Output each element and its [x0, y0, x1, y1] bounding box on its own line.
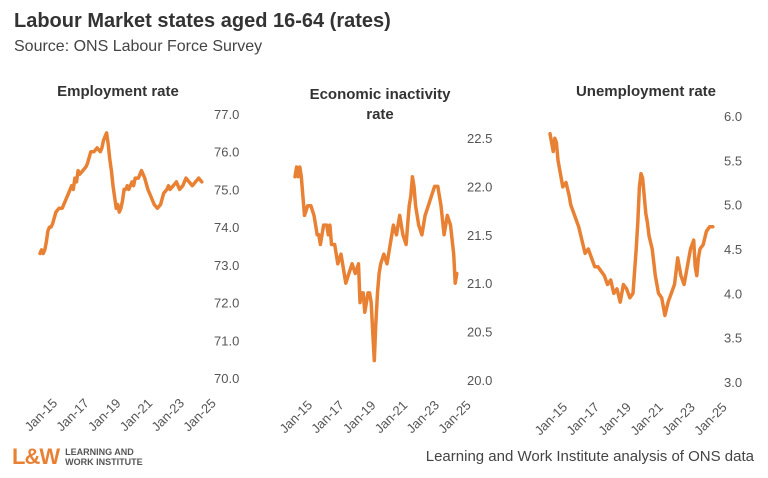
series-line: [38, 131, 204, 256]
chart-subtitle: Source: ONS Labour Force Survey: [14, 38, 263, 55]
panel-1: Employment rate 77.0 76.0 75.0 74.0 73.0 72.0 7…: [21, 83, 239, 434]
y-tick-label: 76.0: [214, 145, 239, 160]
panel-3: Unemployment rate 6.0 5.5 5.0 4.5 4.0 3.5 3.0 Ja…: [531, 83, 742, 438]
x-tick-label: Jan-23: [148, 395, 187, 434]
x-tick-label: Jan-21: [372, 397, 411, 436]
y-tick-label: 21.0: [467, 276, 492, 291]
y-tick-label: 5.5: [724, 153, 742, 168]
y-tick-label: 21.5: [467, 228, 492, 243]
y-tick-label: 5.0: [724, 198, 742, 213]
logo-text: LEARNING AND WORK INSTITUTE: [65, 447, 143, 467]
y-tick-label: 4.5: [724, 242, 742, 257]
source-credit: Learning and Work Institute analysis of …: [425, 448, 754, 465]
y-tick-label: 73.0: [214, 258, 239, 273]
x-tick-label: Jan-23: [659, 399, 698, 438]
x-tick-label: Jan-19: [340, 397, 379, 436]
x-tick-label: Jan-15: [276, 397, 315, 436]
panel-title: Unemployment rate: [576, 83, 716, 100]
series-line: [293, 165, 459, 363]
y-tick-label: 75.0: [214, 182, 239, 197]
x-tick-label: Jan-25: [435, 397, 474, 436]
panel-title: Economic inactivity: [310, 86, 452, 103]
y-tick-label: 3.0: [724, 375, 742, 390]
y-tick-label: 71.0: [214, 333, 239, 348]
x-tick-label: Jan-15: [21, 395, 60, 434]
logo-line-2: WORK INSTITUTE: [65, 457, 143, 467]
panel-title: Employment rate: [57, 83, 179, 100]
y-tick-label: 4.0: [724, 286, 742, 301]
x-tick-label: Jan-17: [53, 395, 92, 434]
y-tick-label: 22.0: [467, 179, 492, 194]
x-tick-label: Jan-15: [531, 399, 570, 438]
chart-title: Labour Market states aged 16-64 (rates): [14, 10, 391, 32]
x-tick-label: Jan-17: [563, 399, 602, 438]
x-tick-label: Jan-25: [180, 395, 219, 434]
y-tick-label: 22.5: [467, 131, 492, 146]
y-tick-label: 3.5: [724, 331, 742, 346]
y-tick-label: 74.0: [214, 220, 239, 235]
panel-title: rate: [366, 106, 394, 123]
x-tick-label: Jan-19: [595, 399, 634, 438]
x-tick-label: Jan-21: [627, 399, 666, 438]
x-tick-label: Jan-19: [85, 395, 124, 434]
y-tick-label: 70.0: [214, 371, 239, 386]
y-tick-label: 77.0: [214, 107, 239, 122]
x-tick-label: Jan-21: [117, 395, 156, 434]
logo-mark: L&W: [12, 444, 60, 469]
y-tick-label: 20.0: [467, 373, 492, 388]
logo: L&W LEARNING AND WORK INSTITUTE: [12, 444, 143, 470]
series-line: [548, 131, 715, 318]
y-tick-label: 20.5: [467, 325, 492, 340]
y-tick-label: 6.0: [724, 109, 742, 124]
x-tick-label: Jan-23: [403, 397, 442, 436]
panel-2: Economic inactivity rate 22.5 22.0 21.5 21.0 2…: [276, 86, 492, 436]
y-tick-label: 72.0: [214, 296, 239, 311]
x-tick-label: Jan-25: [691, 399, 730, 438]
logo-line-1: LEARNING AND: [65, 447, 134, 457]
x-tick-label: Jan-17: [308, 397, 347, 436]
